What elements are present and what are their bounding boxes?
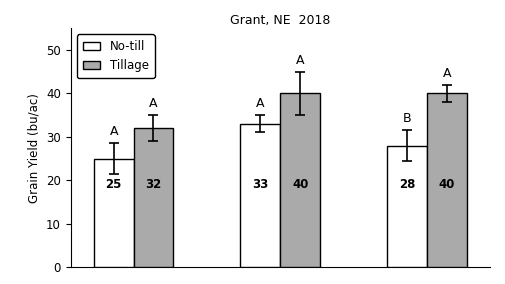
Text: A: A (110, 125, 118, 138)
Text: B: B (403, 112, 412, 125)
Bar (427, 93, 467, 267)
Text: 25: 25 (106, 178, 122, 191)
Y-axis label: Grain Yield (bu/ac): Grain Yield (bu/ac) (28, 93, 40, 202)
Text: 32: 32 (145, 178, 162, 191)
Bar (94, 158, 133, 267)
Title: Grant, NE  2018: Grant, NE 2018 (230, 14, 330, 27)
Text: 40: 40 (439, 178, 455, 191)
Text: 28: 28 (399, 178, 415, 191)
Bar (240, 124, 280, 267)
Bar (133, 128, 173, 267)
Text: A: A (256, 97, 265, 110)
Text: 33: 33 (252, 178, 269, 191)
Text: A: A (296, 54, 305, 66)
Bar (387, 145, 427, 267)
Bar (280, 93, 320, 267)
Legend: No-till, Tillage: No-till, Tillage (77, 34, 155, 78)
Text: A: A (149, 97, 158, 110)
Text: A: A (443, 66, 451, 80)
Text: 40: 40 (292, 178, 309, 191)
